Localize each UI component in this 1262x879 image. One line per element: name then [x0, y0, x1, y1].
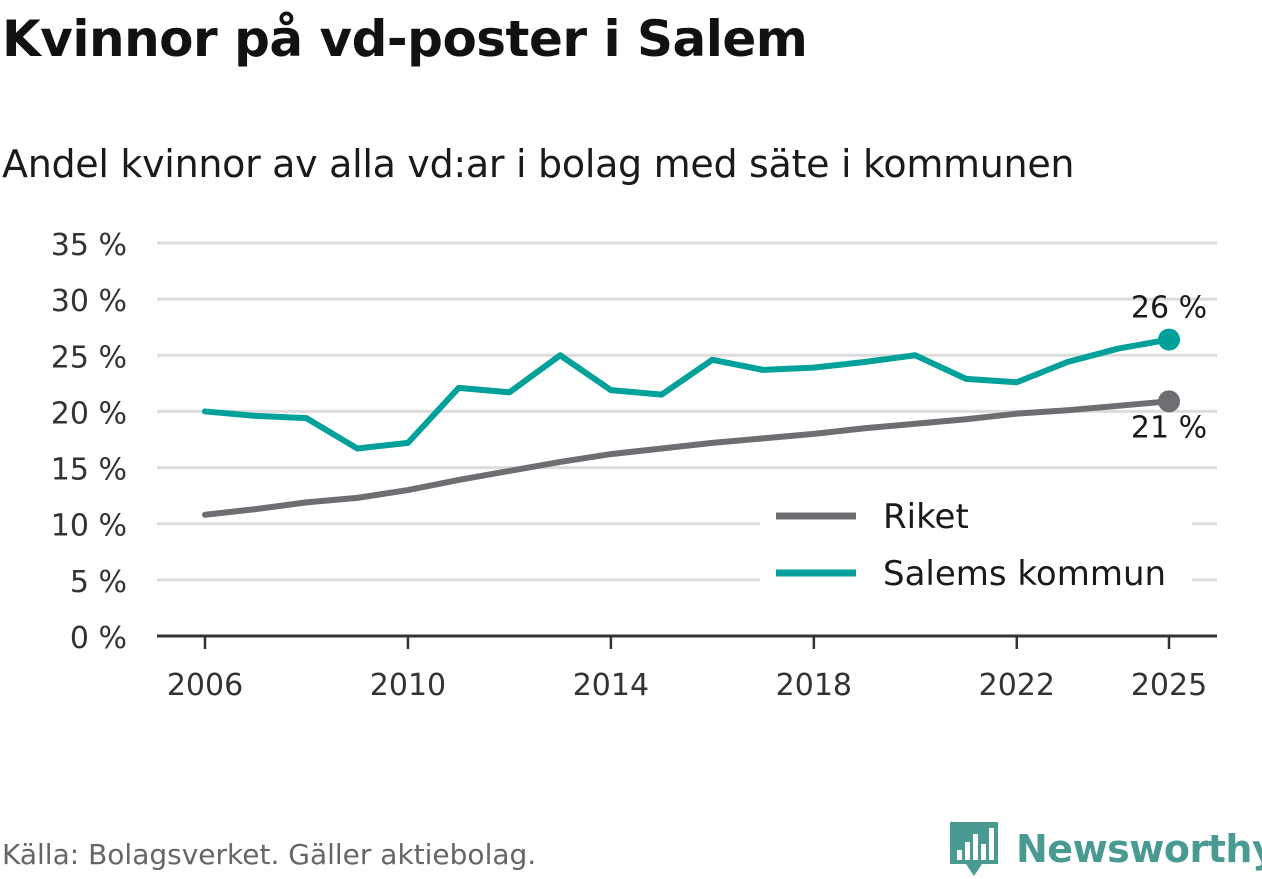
brand-logo: Newsworthy: [948, 820, 1262, 878]
y-tick-label: 5 %: [70, 565, 127, 600]
legend-background: [760, 490, 1192, 602]
legend-label-riket: Riket: [883, 497, 969, 537]
legend-label-salem: Salems kommun: [883, 554, 1166, 594]
end-marker-salem: [1158, 328, 1180, 351]
x-tick-label: 2018: [776, 668, 852, 703]
y-tick-label: 10 %: [51, 509, 127, 544]
source-note: Källa: Bolagsverket. Gäller aktiebolag.: [2, 838, 537, 871]
series-line-salem: [202, 336, 1172, 452]
y-tick-label: 15 %: [51, 453, 127, 488]
series-lines: [202, 336, 1172, 518]
chart-title: Kvinnor på vd-poster i Salem: [2, 10, 808, 68]
x-tick-label: 2014: [573, 668, 649, 703]
x-tick-label: 2025: [1131, 668, 1207, 703]
brand-name: Newsworthy: [1016, 827, 1262, 871]
y-tick-label: 25 %: [51, 340, 127, 375]
end-label-riket: 21 %: [1131, 410, 1207, 445]
end-labels: 21 % 26 %: [1131, 291, 1207, 446]
y-tick-label: 30 %: [51, 284, 127, 319]
x-axis: 2006 2010 2014 2018 2022 2025: [157, 634, 1217, 703]
y-axis-ticks: 0 % 5 % 10 % 15 % 20 % 25 % 30 % 35 %: [51, 228, 127, 656]
y-tick-label: 0 %: [70, 621, 127, 656]
y-tick-label: 20 %: [51, 396, 127, 431]
legend: Riket Salems kommun: [760, 490, 1192, 602]
chart-subtitle: Andel kvinnor av alla vd:ar i bolag med …: [2, 142, 1075, 186]
x-tick-label: 2022: [979, 668, 1055, 703]
x-tick-label: 2006: [167, 668, 243, 703]
x-tick-label: 2010: [370, 668, 446, 703]
y-tick-label: 35 %: [51, 228, 127, 263]
end-label-salem: 26 %: [1131, 291, 1207, 326]
newsworthy-icon: [950, 822, 998, 876]
end-marker-riket: [1158, 390, 1180, 413]
series-line-riket: [202, 398, 1172, 518]
